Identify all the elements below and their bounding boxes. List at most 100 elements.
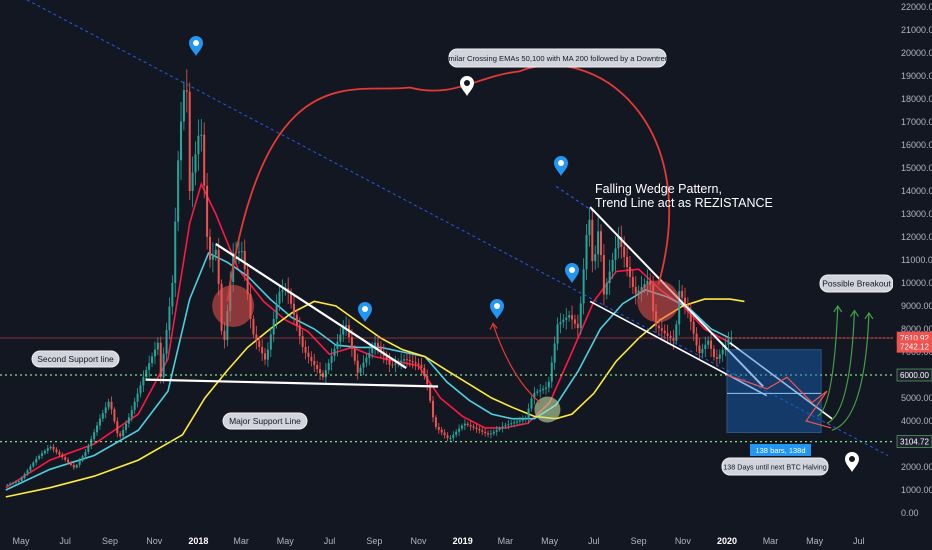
price-candle — [365, 357, 368, 363]
price-candle — [78, 460, 81, 465]
second-support-label: Second Support line — [37, 354, 114, 364]
price-candle — [666, 333, 669, 336]
price-candle — [177, 160, 180, 222]
price-candle — [492, 431, 495, 434]
price-candle — [614, 248, 617, 260]
price-candle — [611, 260, 614, 272]
price-candle — [727, 339, 730, 345]
price-candle — [463, 423, 466, 426]
price-candle — [701, 348, 704, 354]
price-candle — [634, 287, 637, 294]
y-tick-label: 0.00 — [901, 508, 919, 518]
price-candle — [84, 451, 87, 457]
y-tick-label: 16000.00 — [901, 140, 932, 150]
price-candle — [43, 450, 46, 454]
price-candle — [130, 409, 133, 418]
possible-breakout-note: Possible Breakout — [822, 279, 891, 289]
price-candle — [171, 283, 174, 307]
price-candle — [675, 324, 678, 341]
price-candle — [174, 221, 177, 283]
second-support-label-bubble — [31, 350, 120, 368]
price-candle — [61, 454, 64, 458]
price-candle — [669, 335, 672, 339]
price-candle — [237, 251, 240, 253]
x-tick-label: May — [12, 536, 30, 546]
price-candle — [594, 254, 597, 262]
y-tick-label: 2000.00 — [901, 462, 932, 472]
price-candle — [426, 376, 429, 385]
price-candle — [455, 431, 458, 435]
price-candle — [530, 398, 533, 409]
y-tick-label: 11000.00 — [901, 255, 932, 265]
price-candle — [547, 381, 550, 388]
price-candle — [597, 231, 600, 255]
wedge-title: Falling Wedge Pattern, — [595, 182, 722, 196]
price-candle — [40, 453, 43, 456]
price-candle — [710, 340, 713, 349]
price-candle — [295, 314, 298, 326]
price-candle — [319, 369, 322, 374]
price-candle — [101, 413, 104, 419]
time-axis-panel[interactable] — [0, 531, 893, 550]
price-candle — [46, 448, 49, 451]
price-candle — [637, 290, 640, 294]
price-candle — [214, 249, 217, 255]
wedge-lower-line — [589, 300, 768, 397]
x-tick-label: Sep — [366, 536, 382, 546]
ema100-line — [5, 252, 731, 491]
price-candle — [87, 445, 90, 452]
price-candle — [498, 428, 501, 430]
map-pin-icon — [490, 299, 504, 319]
price-candle — [371, 347, 374, 353]
price-candle — [29, 466, 32, 471]
price-axis-panel[interactable] — [893, 0, 932, 550]
y-tick-label: 1000.00 — [901, 485, 932, 495]
price-candle — [539, 390, 542, 392]
price-candle — [96, 425, 99, 433]
price-candle — [246, 269, 249, 295]
x-tick-label: Mar — [763, 536, 779, 546]
price-candle — [715, 357, 718, 359]
price-candle — [64, 457, 67, 460]
ema-cross-highlight — [212, 285, 255, 327]
price-candle — [200, 134, 203, 136]
price-candle — [403, 359, 406, 361]
price-candle — [608, 271, 611, 283]
price-candle — [516, 421, 519, 423]
x-tick-label: Nov — [675, 536, 692, 546]
y-tick-label: 21000.00 — [901, 25, 932, 35]
price-candle — [275, 303, 278, 320]
major-support-label: Major Support Line — [229, 416, 301, 426]
price-label-box — [896, 435, 932, 448]
price-candle — [151, 356, 154, 364]
price-candle — [617, 237, 620, 249]
price-candle — [206, 185, 209, 237]
price-candle — [194, 154, 197, 173]
price-candle — [211, 254, 214, 260]
y-tick-label: 20000.00 — [901, 48, 932, 58]
x-tick-label: May — [806, 536, 824, 546]
price-candle — [495, 429, 498, 432]
x-tick-label: Jul — [59, 536, 71, 546]
price-candle — [165, 330, 168, 354]
map-pin-icon — [460, 76, 474, 96]
y-tick-label: 22000.00 — [901, 2, 932, 12]
y-tick-label: 15000.00 — [901, 163, 932, 173]
pin-dot — [558, 160, 564, 166]
price-candle — [281, 290, 284, 292]
price-candle — [620, 237, 623, 247]
price-candle — [672, 338, 675, 341]
price-candle — [481, 430, 484, 432]
price-candle — [376, 342, 379, 348]
price-candle — [93, 432, 96, 440]
red-arrow — [492, 324, 541, 404]
bars-label: 138 bars, 138d — [755, 446, 805, 455]
price-candle — [133, 401, 136, 410]
price-candle — [252, 318, 255, 335]
breakout-arrowhead — [849, 309, 859, 317]
price-candle — [72, 464, 75, 468]
price-candle — [313, 360, 316, 366]
y-tick-label: 10000.00 — [901, 278, 932, 288]
